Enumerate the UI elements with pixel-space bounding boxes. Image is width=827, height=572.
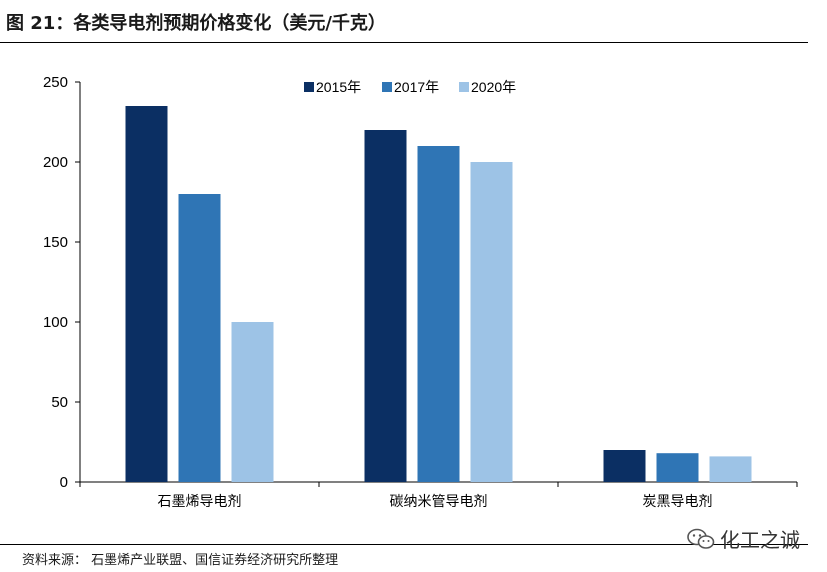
title-divider (0, 42, 808, 43)
legend-label: 2017年 (394, 79, 439, 95)
bar (656, 453, 699, 482)
bar (470, 162, 513, 482)
watermark-text: 化工之诚 (720, 528, 800, 552)
legend-label: 2020年 (471, 79, 516, 95)
bar (178, 194, 221, 482)
bar (364, 130, 407, 482)
wechat-icon (687, 528, 715, 549)
watermark: 化工之诚 (686, 524, 800, 553)
y-tick-label: 200 (43, 154, 68, 171)
y-tick-label: 100 (43, 314, 68, 331)
legend-swatch (459, 82, 469, 92)
legend-swatch (382, 82, 392, 92)
x-category-label: 炭黑导电剂 (643, 494, 713, 510)
x-category-label: 石墨烯导电剂 (158, 494, 242, 510)
bar (231, 322, 274, 482)
chart-title: 图 21：各类导电剂预期价格变化（美元/千克） (6, 13, 386, 34)
x-category-label: 碳纳米管导电剂 (390, 494, 488, 510)
y-tick-label: 50 (51, 394, 68, 411)
bar (125, 106, 168, 482)
bar (709, 456, 752, 482)
legend-label: 2015年 (316, 79, 361, 95)
legend-swatch (304, 82, 314, 92)
y-tick-label: 0 (60, 474, 68, 491)
bar (417, 146, 460, 482)
footer-divider (0, 544, 808, 545)
y-tick-label: 250 (43, 74, 68, 91)
source-note: 资料来源： 石墨烯产业联盟、国信证券经济研究所整理 (22, 553, 339, 568)
y-tick-label: 150 (43, 234, 68, 251)
bar (603, 450, 646, 482)
